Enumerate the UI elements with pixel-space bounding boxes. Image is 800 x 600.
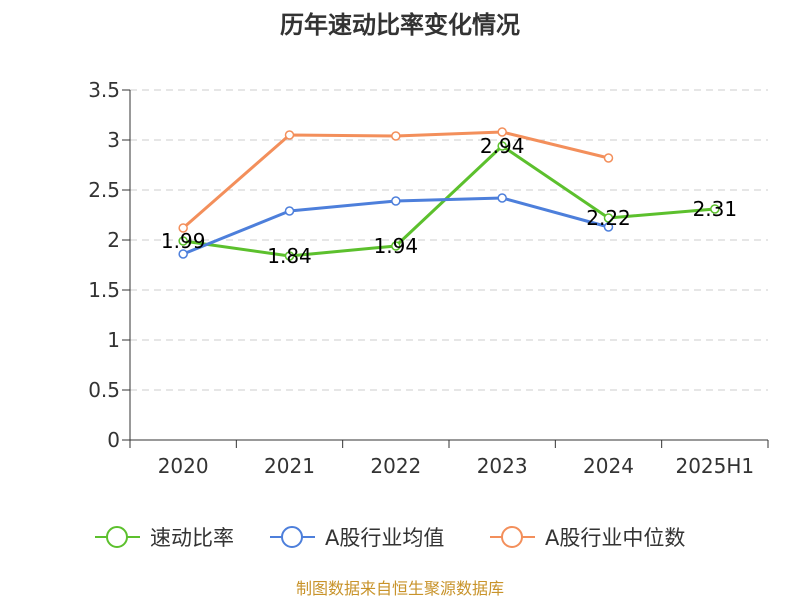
legend-item[interactable]: A股行业均值 — [270, 526, 444, 550]
series-line — [182, 144, 715, 258]
data-point[interactable] — [497, 127, 507, 137]
series-lines — [178, 127, 720, 261]
legend-marker — [106, 526, 128, 548]
data-label: 2.22 — [586, 206, 631, 230]
y-tick-label: 2.5 — [88, 178, 120, 202]
data-point[interactable] — [710, 204, 720, 214]
x-tick-label: 2025H1 — [675, 454, 754, 478]
data-label: 2.94 — [480, 134, 525, 158]
data-point[interactable] — [284, 206, 295, 216]
data-labels: 1.99 1.84 1.94 2.94 2.22 2.31 — [161, 134, 737, 268]
data-point[interactable] — [603, 222, 614, 232]
data-point[interactable] — [497, 141, 507, 151]
data-point[interactable] — [603, 213, 614, 223]
legend-label: A股行业均值 — [325, 526, 444, 550]
data-point[interactable] — [178, 236, 188, 246]
y-tick-label: 1 — [107, 328, 120, 352]
legend: 速动比率 A股行业均值 A股行业中位数 — [95, 526, 685, 550]
legend-marker — [501, 526, 523, 548]
data-point[interactable] — [603, 153, 614, 163]
data-label: 1.99 — [161, 229, 206, 253]
data-label: 1.84 — [267, 244, 312, 268]
x-tick-label: 2020 — [158, 454, 209, 478]
chart-title: 历年速动比率变化情况 — [280, 11, 520, 39]
legend-label: A股行业中位数 — [545, 526, 685, 550]
legend-marker — [281, 526, 303, 548]
y-tick-label: 0.5 — [88, 378, 120, 402]
legend-label: 速动比率 — [150, 526, 234, 550]
data-point[interactable] — [178, 249, 188, 259]
y-tick-label: 0 — [107, 428, 120, 452]
y-tick-label: 3.5 — [88, 78, 120, 102]
data-point[interactable] — [284, 251, 295, 261]
data-point[interactable] — [497, 193, 507, 203]
x-tick-label: 2023 — [477, 454, 528, 478]
data-label: 2.31 — [693, 197, 738, 221]
data-point[interactable] — [178, 223, 188, 233]
data-point[interactable] — [391, 196, 401, 206]
legend-item[interactable]: A股行业中位数 — [490, 526, 685, 550]
legend-item[interactable]: 速动比率 — [95, 526, 234, 550]
data-point[interactable] — [391, 131, 401, 141]
axes: 0 0.5 1 1.5 2 2.5 3 3.5 2020 2021 2022 2023 2024 2025… — [88, 78, 769, 478]
x-tick-label: 2021 — [264, 454, 315, 478]
series-line — [182, 130, 609, 230]
source-note: 制图数据来自恒生聚源数据库 — [296, 579, 504, 598]
data-point[interactable] — [284, 130, 295, 140]
x-tick-label: 2022 — [370, 454, 421, 478]
y-tick-label: 2 — [107, 228, 120, 252]
y-tick-label: 3 — [107, 128, 120, 152]
data-point[interactable] — [391, 241, 401, 251]
y-tick-label: 1.5 — [88, 278, 120, 302]
x-tick-label: 2024 — [583, 454, 634, 478]
grid — [130, 89, 768, 391]
data-label: 1.94 — [374, 234, 419, 258]
